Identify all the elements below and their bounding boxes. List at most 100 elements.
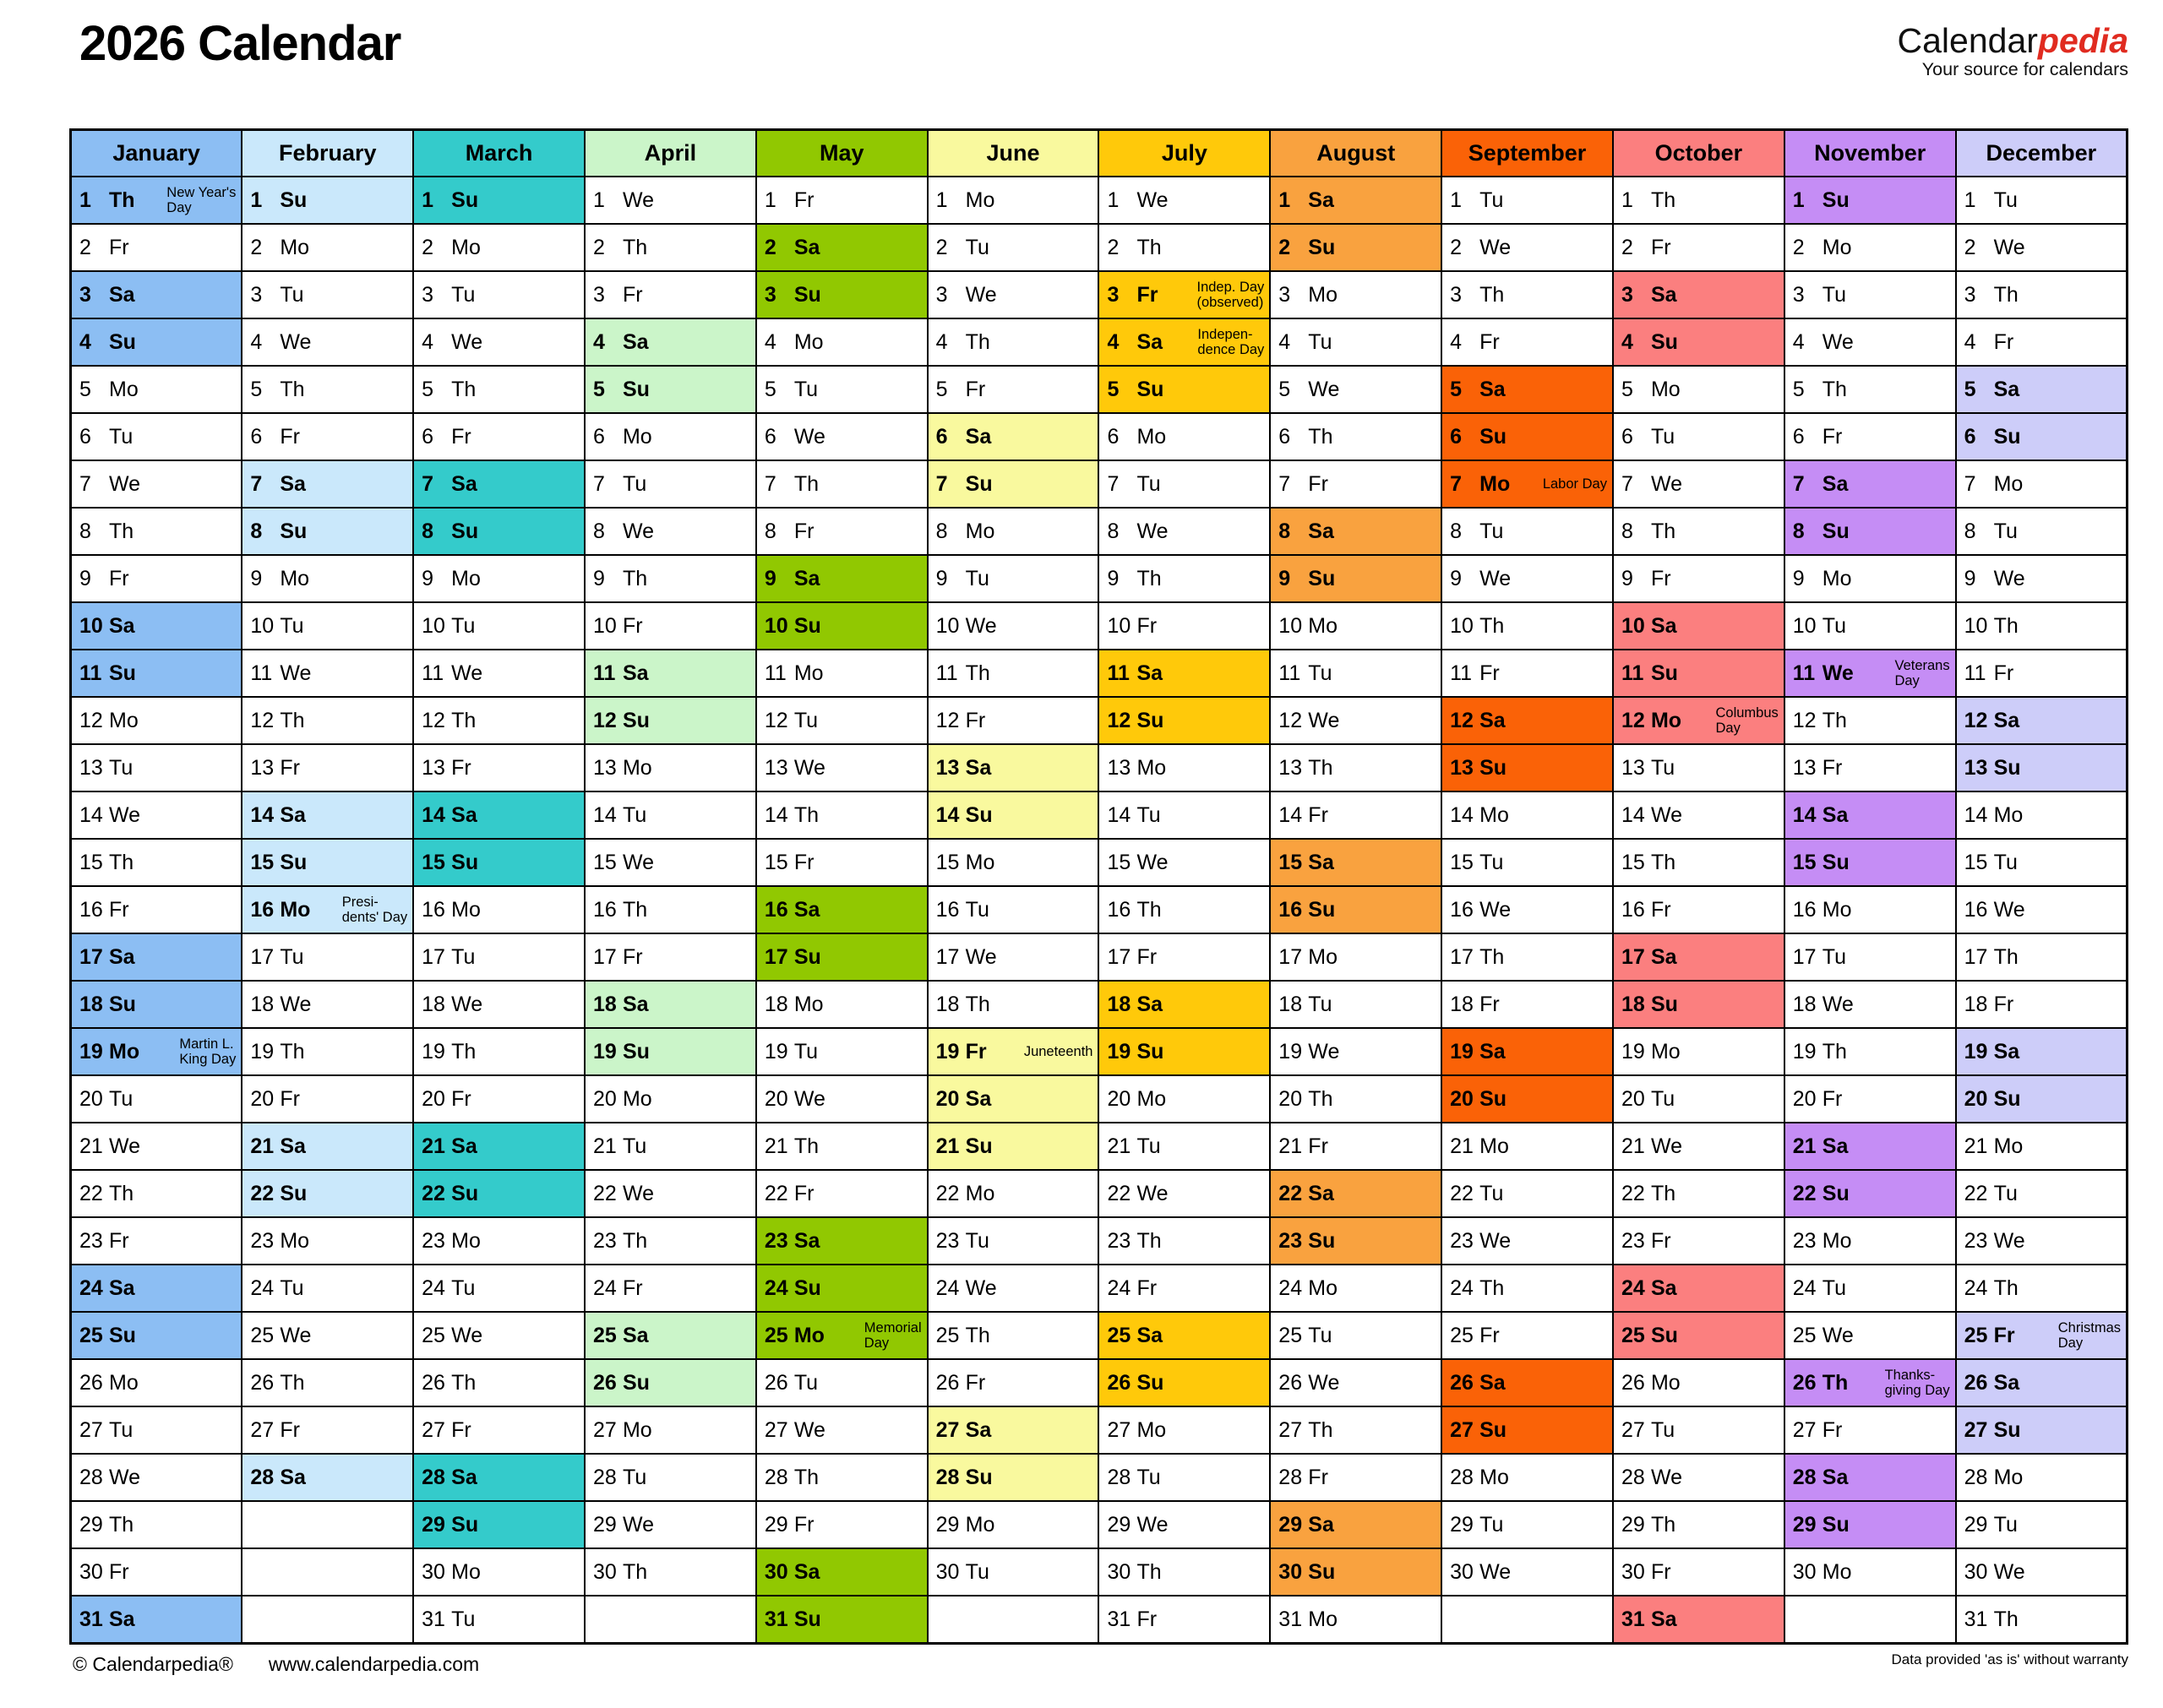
month-header-june: June [926,128,1100,177]
day-number: 21 [764,1134,788,1158]
weekday-abbr: Mo [1479,1134,1509,1158]
day-number: 16 [1964,897,1988,922]
day-cell: 18 Th [926,980,1100,1029]
day-number: 26 [1107,1370,1131,1395]
weekday-abbr: Fr [793,519,815,543]
day-number: 8 [79,519,91,543]
weekday-abbr: Mo [1993,1465,2024,1489]
day-cell: 30 Fr [1611,1548,1785,1596]
day-cell: 5 Mo [69,365,243,414]
day-number: 28 [1964,1465,1988,1489]
weekday-abbr: Su [109,661,136,685]
day-number: 16 [935,897,960,922]
weekday-abbr: We [1993,1559,2025,1584]
weekday-abbr: Tu [451,944,476,969]
day-cell: 23 Sa [755,1216,929,1265]
day-cell: 16 Sa [755,885,929,934]
day-number: 24 [1450,1276,1474,1300]
weekday-abbr: Tu [1136,471,1161,496]
weekday-abbr: Tu [451,1276,476,1300]
day-number: 27 [592,1417,617,1442]
day-cell: 29 Mo [926,1500,1100,1549]
day-cell: 27 Mo [1098,1406,1272,1455]
weekday-abbr: We [1822,661,1854,685]
weekday-abbr: We [1993,897,2025,922]
day-cell: 3 Tu [412,270,586,319]
day-number: 22 [79,1181,103,1205]
weekday-abbr: Tu [1479,519,1504,543]
day-number: 16 [79,897,103,922]
weekday-abbr: Sa [280,1465,306,1489]
weekday-abbr: Su [451,188,479,212]
month-header-november: November [1783,128,1957,177]
day-cell: 13 Fr [241,743,415,792]
day-number: 9 [592,566,605,590]
day-cell: 13 Fr [1783,743,1957,792]
weekday-abbr: Th [793,802,819,827]
day-cell: 22 Th [1611,1169,1785,1218]
day-cell: 26 Th Thanks- giving Day [1783,1358,1957,1407]
weekday-abbr: Tu [1822,944,1847,969]
day-number: 17 [935,944,960,969]
day-number: 5 [1621,377,1633,401]
day-cell: 23 We [1441,1216,1614,1265]
weekday-abbr: We [109,1465,141,1489]
weekday-abbr: Sa [965,424,992,449]
day-cell: 20 Mo [1098,1074,1272,1123]
page-title: 2026 Calendar [79,16,401,71]
day-number: 18 [1792,992,1817,1016]
day-number: 8 [1792,519,1805,543]
footer-url[interactable]: www.calendarpedia.com [268,1653,480,1675]
day-number: 3 [1964,282,1976,307]
day-number: 22 [1278,1181,1303,1205]
day-number: 28 [422,1465,445,1489]
day-cell: 17 Sa [69,933,243,982]
weekday-abbr: Th [1650,1181,1676,1205]
weekday-abbr: Su [622,377,650,401]
weekday-abbr: Th [793,1465,819,1489]
day-cell: 8 We [583,507,757,556]
day-cell: 27 Tu [1611,1406,1785,1455]
day-cell: 25 Fr [1441,1311,1614,1360]
day-cell: 29 We [583,1500,757,1549]
weekday-abbr: Tu [1650,1417,1675,1442]
day-number: 23 [1278,1228,1303,1253]
weekday-abbr: Sa [622,1323,649,1347]
weekday-abbr: Th [451,708,477,732]
weekday-abbr: Su [1136,377,1164,401]
day-number: 30 [1278,1559,1303,1584]
weekday-abbr: Tu [109,1086,133,1111]
day-number: 4 [764,329,776,354]
weekday-abbr: We [1136,1181,1169,1205]
day-cell: 7 Mo Labor Day [1441,460,1614,509]
day-cell: 16 Mo Presi- dents' Day [241,885,415,934]
day-cell: 10 Th [1954,601,2128,650]
day-cell: 8 Tu [1441,507,1614,556]
weekday-abbr: Tu [1308,661,1332,685]
day-cell: 24 Tu [241,1264,415,1313]
day-number: 11 [79,661,102,685]
day-number: 31 [1964,1607,1988,1631]
weekday-abbr: We [280,1323,312,1347]
weekday-abbr: Sa [280,471,306,496]
day-number: 15 [1964,850,1988,874]
day-cell: 1 Su [241,176,415,225]
day-cell: 17 Tu [1783,933,1957,982]
day-cell: 29 Su [1783,1500,1957,1549]
day-number: 17 [250,944,275,969]
day-number: 11 [935,661,958,685]
weekday-abbr: Th [1136,1228,1162,1253]
day-number: 24 [1964,1276,1988,1300]
day-cell: 11 Su [1611,649,1785,698]
day-cell: 14 Tu [1098,791,1272,840]
day-number: 10 [79,613,103,638]
day-cell: 30 Fr [69,1548,243,1596]
brand-logo[interactable]: Calendarpedia Your source for calendars [1898,22,2128,79]
day-number: 28 [1450,1465,1474,1489]
day-cell: 9 Fr [69,554,243,603]
weekday-abbr: Tu [280,282,304,307]
month-header-august: August [1269,128,1443,177]
day-number: 12 [1278,708,1303,732]
day-number: 5 [79,377,91,401]
weekday-abbr: Fr [622,613,643,638]
